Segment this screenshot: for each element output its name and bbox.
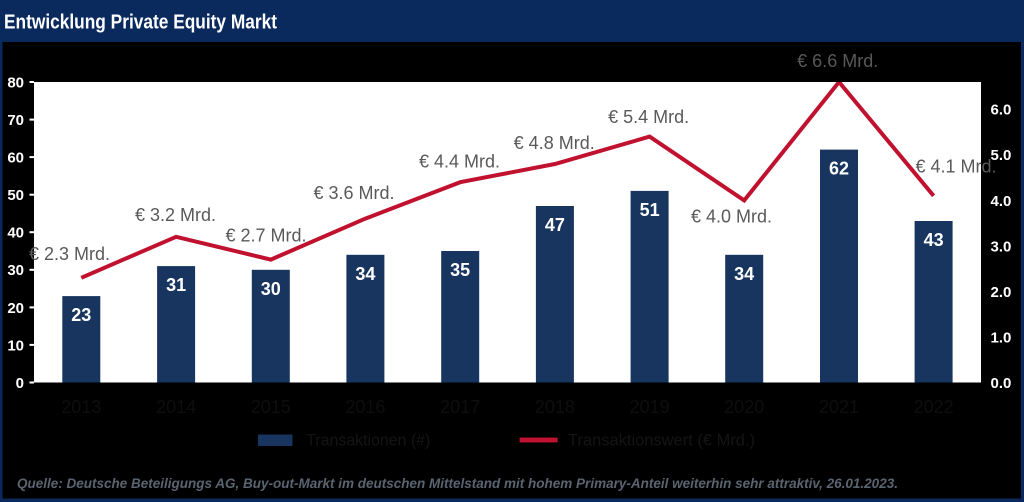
svg-text:Transaktionen (#): Transaktionen (#) bbox=[306, 431, 430, 450]
svg-text:23: 23 bbox=[71, 305, 91, 325]
svg-text:40: 40 bbox=[7, 225, 24, 242]
svg-text:€ 3.6 Mrd.: € 3.6 Mrd. bbox=[313, 183, 394, 203]
svg-text:30: 30 bbox=[7, 262, 24, 279]
svg-text:6.0: 6.0 bbox=[991, 102, 1012, 119]
svg-text:2022: 2022 bbox=[914, 397, 954, 417]
svg-text:Transaktionswert (€ Mrd.): Transaktionswert (€ Mrd.) bbox=[568, 431, 755, 450]
svg-text:34: 34 bbox=[734, 264, 754, 284]
svg-text:47: 47 bbox=[545, 215, 565, 235]
svg-text:€ 4.8 Mrd.: € 4.8 Mrd. bbox=[514, 133, 595, 153]
svg-text:10: 10 bbox=[7, 337, 24, 354]
svg-text:0: 0 bbox=[16, 375, 24, 392]
svg-text:2020: 2020 bbox=[724, 397, 764, 417]
svg-text:2015: 2015 bbox=[251, 397, 291, 417]
svg-text:70: 70 bbox=[7, 112, 24, 129]
svg-text:2021: 2021 bbox=[819, 397, 859, 417]
svg-text:1.0: 1.0 bbox=[991, 329, 1012, 346]
svg-text:2016: 2016 bbox=[345, 397, 385, 417]
svg-text:3.0: 3.0 bbox=[991, 238, 1012, 255]
svg-text:€ 5.4 Mrd.: € 5.4 Mrd. bbox=[608, 107, 689, 127]
svg-text:35: 35 bbox=[450, 260, 470, 280]
svg-text:30: 30 bbox=[261, 279, 281, 299]
svg-text:2019: 2019 bbox=[630, 397, 670, 417]
svg-text:2017: 2017 bbox=[440, 397, 480, 417]
svg-text:0.0: 0.0 bbox=[991, 375, 1012, 392]
svg-text:2014: 2014 bbox=[156, 397, 196, 417]
svg-text:Entwicklung Private Equity Mar: Entwicklung Private Equity Markt bbox=[4, 12, 277, 34]
svg-text:€ 2.3 Mrd.: € 2.3 Mrd. bbox=[29, 244, 110, 264]
svg-text:€ 4.4 Mrd.: € 4.4 Mrd. bbox=[419, 152, 500, 172]
svg-text:2018: 2018 bbox=[535, 397, 575, 417]
svg-text:€ 3.2 Mrd.: € 3.2 Mrd. bbox=[135, 205, 216, 225]
svg-text:60: 60 bbox=[7, 150, 24, 167]
svg-text:€ 2.7 Mrd.: € 2.7 Mrd. bbox=[225, 225, 306, 245]
svg-text:20: 20 bbox=[7, 300, 24, 317]
svg-text:51: 51 bbox=[640, 200, 660, 220]
svg-text:Quelle: Deutsche Beteiligungs: Quelle: Deutsche Beteiligungs AG, Buy-ou… bbox=[17, 476, 898, 491]
svg-text:4.0: 4.0 bbox=[991, 193, 1012, 210]
svg-text:€ 6.6 Mrd.: € 6.6 Mrd. bbox=[797, 51, 878, 71]
svg-text:34: 34 bbox=[355, 264, 375, 284]
svg-text:31: 31 bbox=[166, 275, 186, 295]
svg-text:2013: 2013 bbox=[61, 397, 101, 417]
svg-text:2.0: 2.0 bbox=[991, 284, 1012, 301]
svg-text:50: 50 bbox=[7, 187, 24, 204]
svg-text:5.0: 5.0 bbox=[991, 147, 1012, 164]
svg-text:€ 4.1 Mrd.: € 4.1 Mrd. bbox=[915, 157, 996, 177]
svg-text:€ 4.0 Mrd.: € 4.0 Mrd. bbox=[691, 206, 772, 226]
svg-text:43: 43 bbox=[924, 230, 944, 250]
svg-text:62: 62 bbox=[829, 159, 849, 179]
svg-text:80: 80 bbox=[7, 74, 24, 91]
